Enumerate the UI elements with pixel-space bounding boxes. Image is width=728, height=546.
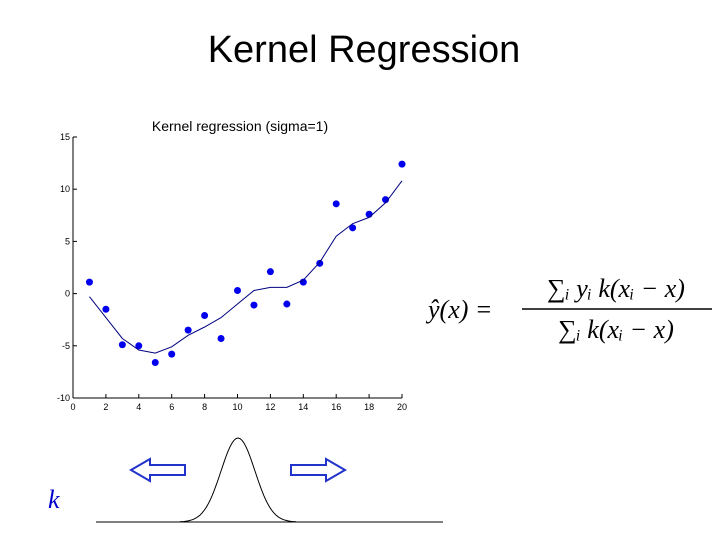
formula-denominator: ∑ᵢ k(xᵢ − x) [558, 315, 674, 344]
y-tick-label: -10 [57, 393, 70, 403]
data-point [85, 278, 93, 286]
kernel-label: k [48, 485, 60, 514]
data-point [250, 301, 258, 309]
data-point [102, 305, 110, 313]
data-point [382, 196, 390, 204]
data-point [349, 224, 357, 232]
x-tick-label: 20 [397, 402, 407, 412]
x-tick-label: 18 [364, 402, 374, 412]
x-tick-label: 14 [298, 402, 308, 412]
data-point [201, 312, 209, 320]
x-tick-label: 4 [136, 402, 141, 412]
x-tick-label: 2 [103, 402, 108, 412]
left-arrow [129, 457, 186, 483]
data-point [217, 334, 225, 342]
x-tick-label: 12 [265, 402, 275, 412]
data-point [283, 300, 291, 308]
data-point [168, 350, 176, 358]
x-tick-label: 0 [70, 402, 75, 412]
right-arrow [290, 457, 347, 483]
x-tick-label: 6 [169, 402, 174, 412]
y-tick-label: 10 [60, 184, 70, 194]
x-tick-label: 10 [232, 402, 242, 412]
kernel-curve [179, 437, 297, 523]
formula-numerator: ∑ᵢ yᵢ k(xᵢ − x) [547, 274, 685, 303]
formula-lhs: ŷ(x) = [425, 295, 492, 324]
chart-title: Kernel regression (sigma=1) [152, 118, 328, 134]
data-point [316, 259, 324, 267]
data-point [398, 160, 406, 168]
data-point [135, 342, 143, 350]
regression-line [89, 180, 403, 354]
data-point [365, 210, 373, 218]
data-point [266, 268, 274, 276]
x-tick-label: 8 [202, 402, 207, 412]
y-tick-label: 5 [65, 236, 70, 246]
x-tick-label: 16 [331, 402, 341, 412]
y-tick-label: -5 [62, 341, 70, 351]
plot: -10 -5 0 5 10 15 0 2 4 6 8 10 12 14 16 18 20 [57, 132, 407, 412]
data-point [151, 359, 159, 367]
slide-title: Kernel Regression [208, 29, 521, 71]
y-tick-label: 15 [60, 132, 70, 142]
data-point [234, 286, 241, 294]
y-tick-label: 0 [65, 289, 70, 299]
data-point [184, 326, 192, 334]
data-point [332, 200, 340, 208]
data-point [118, 341, 126, 349]
